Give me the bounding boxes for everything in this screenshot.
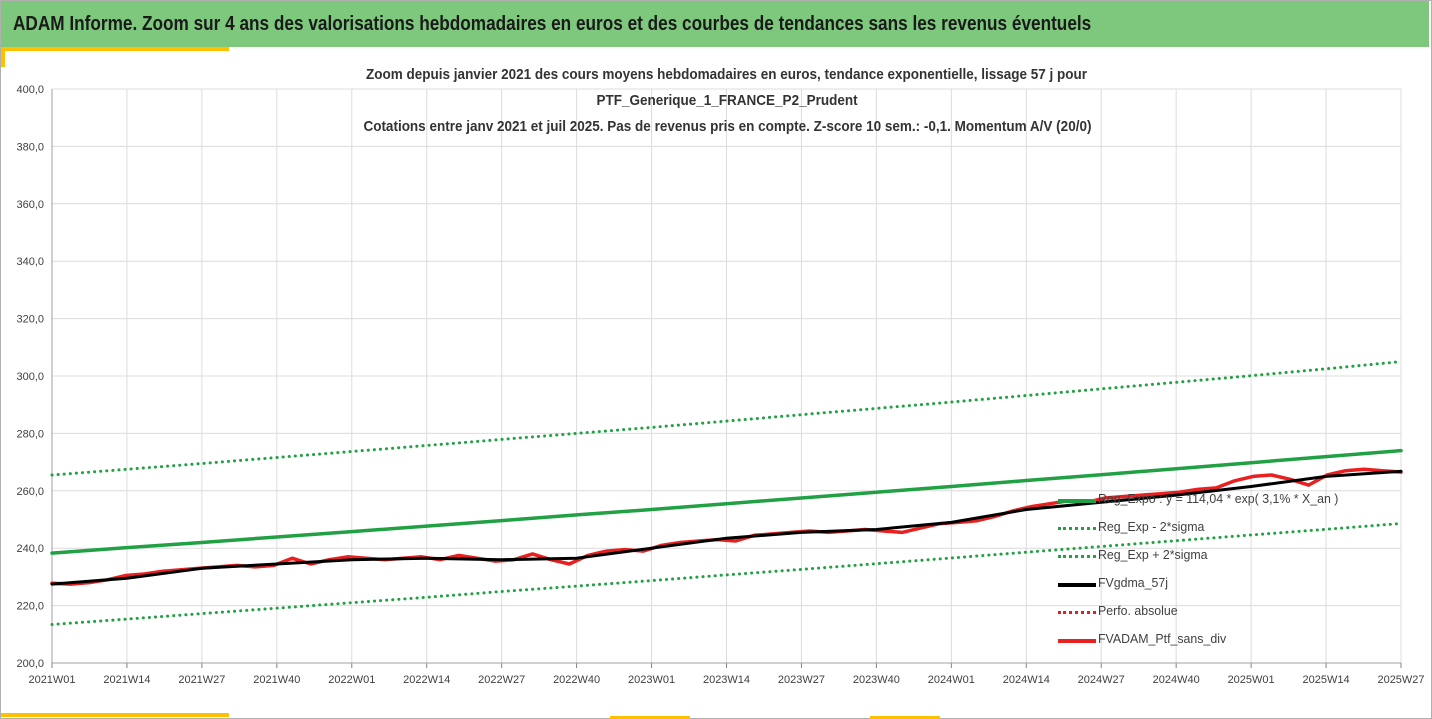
y-tick-label: 240,0	[16, 543, 44, 555]
accent-bar-left	[1, 47, 5, 67]
y-tick-label: 360,0	[16, 199, 44, 211]
y-tick-label: 400,0	[16, 84, 44, 96]
legend-label: FVgdma_57j	[1098, 575, 1169, 590]
x-tick-label: 2022W27	[478, 674, 525, 686]
x-tick-label: 2024W27	[1078, 674, 1125, 686]
accent-bar-bottom-right	[870, 716, 940, 719]
legend-label: Perfo. absolue	[1098, 603, 1178, 618]
y-tick-label: 280,0	[16, 428, 44, 440]
y-tick-label: 380,0	[16, 141, 44, 153]
legend-label: Reg_Expo : y = 114,04 * exp( 3,1% * X_an…	[1098, 491, 1339, 506]
legend-label: Reg_Exp + 2*sigma	[1098, 547, 1208, 562]
legend-swatch	[1058, 527, 1096, 530]
y-tick-label: 220,0	[16, 601, 44, 613]
legend-swatch	[1058, 583, 1096, 587]
series-line-reg-exp-2-sigma	[50, 360, 1403, 477]
accent-bar-top-left	[1, 47, 229, 51]
y-tick-label: 300,0	[16, 371, 44, 383]
x-tick-label: 2023W27	[778, 674, 825, 686]
y-tick-label: 200,0	[16, 658, 44, 670]
y-tick-label: 260,0	[16, 486, 44, 498]
accent-bar-bottom-left	[1, 713, 229, 717]
x-tick-label: 2022W14	[403, 674, 450, 686]
x-tick-label: 2021W14	[103, 674, 150, 686]
report-banner: ADAM Informe. Zoom sur 4 ans des valoris…	[1, 1, 1429, 47]
x-tick-label: 2023W40	[853, 674, 900, 686]
x-tick-label: 2023W01	[628, 674, 675, 686]
series-line-fvgdma-57j	[50, 469, 1403, 586]
x-tick-label: 2023W14	[703, 674, 750, 686]
legend-swatch	[1058, 555, 1096, 558]
accent-bar-bottom-middle	[610, 716, 690, 719]
legend-label: Reg_Exp - 2*sigma	[1098, 519, 1205, 534]
legend-item: FVADAM_Ptf_sans_div	[1054, 630, 1414, 650]
series-line-reg-exp-2-sigma	[50, 522, 1403, 626]
chart-title-line-2: PTF_Generique_1_FRANCE_P2_Prudent	[596, 92, 858, 109]
legend-swatch	[1058, 499, 1096, 503]
legend-swatch	[1058, 639, 1096, 643]
x-tick-label: 2021W01	[28, 674, 75, 686]
y-tick-label: 340,0	[16, 256, 44, 268]
series-line-reg-expo-y-114-04-exp-3-1-x-an	[50, 448, 1403, 555]
legend-item: Reg_Exp - 2*sigma	[1054, 518, 1414, 538]
x-tick-label: 2025W14	[1303, 674, 1350, 686]
legend-swatch	[1058, 611, 1096, 614]
report-title: ADAM Informe. Zoom sur 4 ans des valoris…	[13, 13, 1092, 35]
chart-title-line-3: Cotations entre janv 2021 et juil 2025. …	[362, 118, 1092, 135]
x-tick-label: 2024W14	[1003, 674, 1050, 686]
x-tick-label: 2024W40	[1153, 674, 1200, 686]
y-tick-label: 320,0	[16, 314, 44, 326]
x-tick-label: 2024W01	[928, 674, 975, 686]
x-tick-label: 2025W27	[1377, 674, 1424, 686]
legend-label: FVADAM_Ptf_sans_div	[1098, 631, 1227, 646]
legend-item: Reg_Expo : y = 114,04 * exp( 3,1% * X_an…	[1054, 490, 1414, 510]
legend-item: Reg_Exp + 2*sigma	[1054, 546, 1414, 566]
x-tick-label: 2022W01	[328, 674, 375, 686]
legend-item: FVgdma_57j	[1054, 574, 1414, 594]
x-tick-label: 2025W01	[1228, 674, 1275, 686]
chart-title-line-1: Zoom depuis janvier 2021 des cours moyen…	[366, 66, 1088, 83]
x-tick-label: 2022W40	[553, 674, 600, 686]
legend-item: Perfo. absolue	[1054, 602, 1414, 622]
x-tick-label: 2021W40	[253, 674, 300, 686]
x-tick-label: 2021W27	[178, 674, 225, 686]
